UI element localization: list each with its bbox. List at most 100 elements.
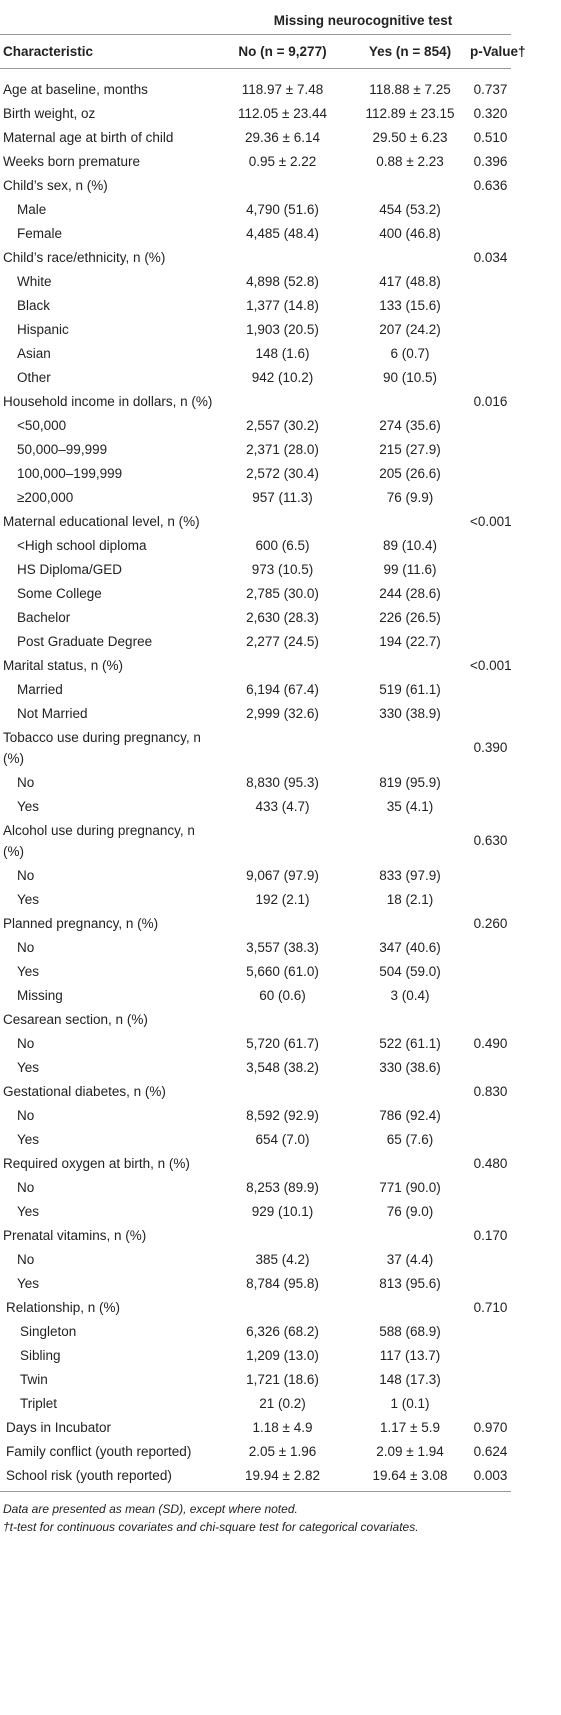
- p-value: [470, 269, 511, 293]
- cell-yes: 37 (4.4): [386, 1251, 434, 1267]
- cell-no: 654 (7.0): [255, 1131, 310, 1147]
- table-row: No 9,067 (97.9) 833 (97.9): [0, 863, 511, 887]
- row-label: Twin: [20, 1371, 48, 1387]
- cell-no: 1,903 (20.5): [246, 321, 319, 337]
- p-value: 0.390: [473, 740, 508, 755]
- p-value: [470, 1199, 511, 1223]
- cell-yes: 819 (95.9): [379, 774, 441, 790]
- table-row: Some College 2,785 (30.0) 244 (28.6): [0, 581, 511, 605]
- row-label: Not Married: [17, 705, 88, 721]
- row-label: School risk (youth reported): [0, 1463, 215, 1492]
- p-value: [470, 1175, 511, 1199]
- cell-no: 60 (0.6): [259, 987, 306, 1003]
- table-row: Yes 654 (7.0) 65 (7.6): [0, 1127, 511, 1151]
- cell-yes: 1 (0.1): [390, 1395, 430, 1411]
- cell-no: 29.36 ± 6.14: [245, 129, 320, 145]
- cell-no: [215, 1079, 350, 1103]
- table-row: Married 6,194 (67.4) 519 (61.1): [0, 677, 511, 701]
- table-row: Household income in dollars, n (%) 0.016: [0, 389, 511, 413]
- cell-yes: 813 (95.6): [379, 1275, 441, 1291]
- p-value: [470, 317, 511, 341]
- row-label: <High school diploma: [17, 537, 147, 553]
- row-label: No: [17, 1107, 35, 1123]
- table-row: Female 4,485 (48.4) 400 (46.8): [0, 221, 511, 245]
- column-header: No (n = 9,277): [215, 34, 350, 69]
- cell-no: 112.05 ± 23.44: [238, 105, 327, 121]
- cell-no: 4,790 (51.6): [246, 201, 319, 217]
- table-row: Asian 148 (1.6) 6 (0.7): [0, 341, 511, 365]
- table-row: Gestational diabetes, n (%) 0.830: [0, 1079, 511, 1103]
- cell-yes: 35 (4.1): [386, 798, 434, 814]
- group-header: Missing neurocognitive test: [273, 12, 453, 28]
- cell-no: 3,557 (38.3): [246, 939, 319, 955]
- cell-no: 600 (6.5): [255, 537, 310, 553]
- cell-no: 192 (2.1): [255, 891, 310, 907]
- cell-yes: 89 (10.4): [382, 537, 438, 553]
- p-value: [470, 1247, 511, 1271]
- p-value: [470, 1127, 511, 1151]
- cell-no: [215, 1151, 350, 1175]
- cell-yes: 18 (2.1): [386, 891, 434, 907]
- cell-yes: [350, 509, 470, 533]
- row-label: No: [17, 774, 35, 790]
- cell-no: [215, 1295, 350, 1319]
- p-value: 0.170: [473, 1227, 508, 1243]
- p-value: [470, 701, 511, 725]
- cell-yes: 417 (48.8): [379, 273, 441, 289]
- row-label: Bachelor: [17, 609, 71, 625]
- cell-no: [215, 725, 350, 770]
- table-row: Yes 929 (10.1) 76 (9.0): [0, 1199, 511, 1223]
- table-row: Days in Incubator 1.18 ± 4.9 1.17 ± 5.9 0.9…: [0, 1415, 511, 1439]
- p-value: 0.630: [473, 833, 508, 848]
- table-row: Weeks born premature 0.95 ± 2.22 0.88 ± 2.…: [0, 149, 511, 173]
- row-label: 100,000–199,999: [17, 465, 123, 481]
- p-value: [470, 461, 511, 485]
- row-label: Yes: [17, 798, 40, 814]
- cell-no: 433 (4.7): [255, 798, 310, 814]
- cell-no: [215, 173, 350, 197]
- p-value: [470, 365, 511, 389]
- table-row: Child’s race/ethnicity, n (%) 0.034: [0, 245, 511, 269]
- cell-yes: 330 (38.9): [379, 705, 441, 721]
- row-label: Male: [17, 201, 47, 217]
- cell-no: 2,630 (28.3): [246, 609, 319, 625]
- cell-yes: [350, 818, 470, 863]
- cell-yes: 215 (27.9): [379, 441, 441, 457]
- empty-cell: [0, 0, 215, 34]
- cell-yes: 76 (9.0): [386, 1203, 434, 1219]
- table-row: No 385 (4.2) 37 (4.4): [0, 1247, 511, 1271]
- cell-no: 2.05 ± 1.96: [248, 1443, 317, 1459]
- cell-yes: 504 (59.0): [379, 963, 441, 979]
- p-value: [470, 1007, 511, 1031]
- cell-no: 385 (4.2): [255, 1251, 310, 1267]
- p-value: [470, 887, 511, 911]
- row-label: 50,000–99,999: [17, 441, 108, 457]
- cell-yes: 400 (46.8): [379, 225, 441, 241]
- p-value: 0.710: [473, 1299, 508, 1315]
- p-value: [470, 794, 511, 818]
- row-label: No: [17, 867, 35, 883]
- row-label: Maternal educational level, n (%): [3, 513, 200, 529]
- table-row: School risk (youth reported) 19.94 ± 2.82…: [0, 1463, 512, 1492]
- cell-no: 6,326 (68.2): [246, 1323, 319, 1339]
- footnote: Data are presented as mean (SD), except …: [3, 1501, 298, 1516]
- cell-no: 2,557 (30.2): [246, 417, 319, 433]
- rule: [0, 33, 512, 35]
- cell-no: [215, 818, 350, 863]
- p-value: [470, 1343, 511, 1367]
- p-value: 0.636: [473, 177, 508, 193]
- table-row: Prenatal vitamins, n (%) 0.170: [0, 1223, 511, 1247]
- table-row: ≥200,000 957 (11.3) 76 (9.9): [0, 485, 511, 509]
- cell-yes: 522 (61.1): [379, 1035, 441, 1051]
- cell-yes: 6 (0.7): [390, 345, 430, 361]
- table-row: Twin 1,721 (18.6) 148 (17.3): [0, 1367, 511, 1391]
- row-label: Weeks born premature: [3, 153, 141, 169]
- cell-yes: [350, 1295, 470, 1319]
- data-table: Missing neurocognitive test Characterist…: [0, 0, 526, 1492]
- p-value: <0.001: [470, 513, 512, 529]
- p-value: 0.830: [473, 1083, 508, 1099]
- cell-no: 2,371 (28.0): [246, 441, 319, 457]
- row-label: Post Graduate Degree: [17, 633, 153, 649]
- row-label: Some College: [17, 585, 102, 601]
- p-value: 0.320: [473, 105, 508, 121]
